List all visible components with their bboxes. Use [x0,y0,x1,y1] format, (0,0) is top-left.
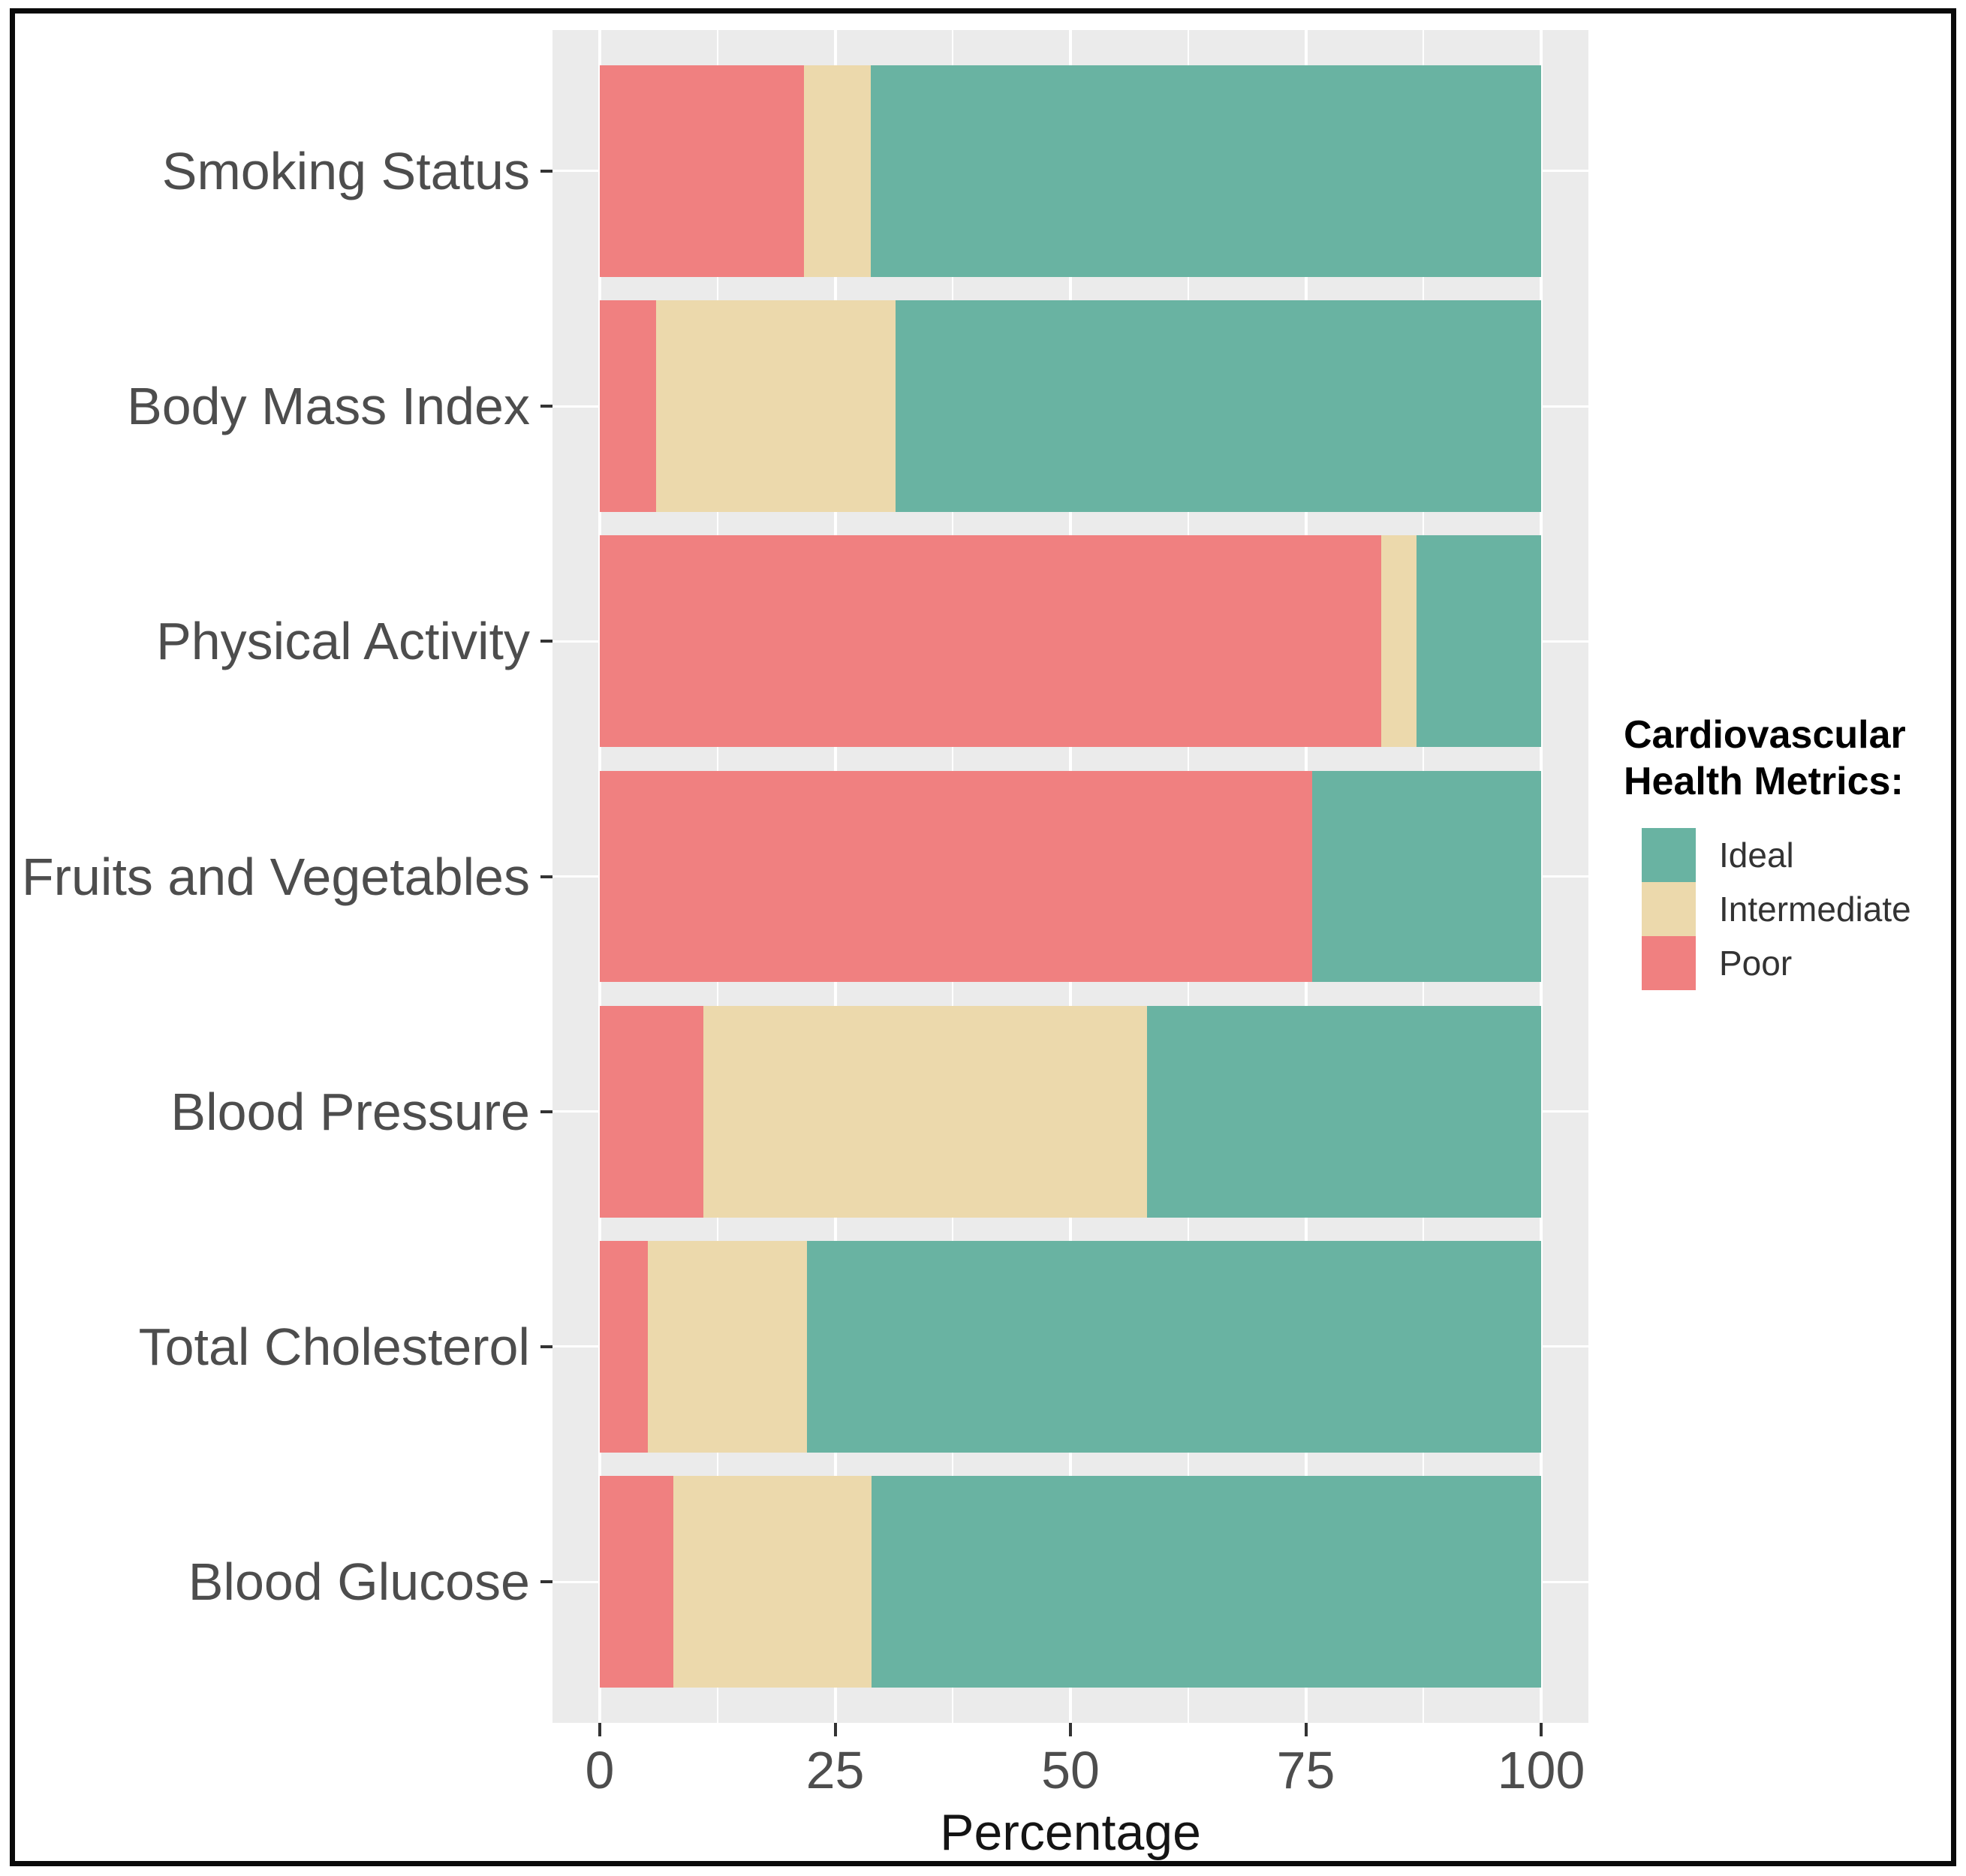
bar-body-mass-index [600,300,1541,513]
legend-title: Cardiovascular Health Metrics: [1624,712,1911,805]
bar-segment-intermediate [656,300,896,513]
y-tick-mark [540,875,552,878]
bar-physical-activity [600,535,1541,748]
legend-entry-intermediate: Intermediate [1624,882,1911,936]
x-axis-title: Percentage [940,1804,1201,1861]
x-tick-label-25: 25 [805,1741,865,1799]
bar-segment-ideal [895,300,1541,513]
y-axis-label-blood-glucose: Blood Glucose [188,1552,530,1612]
bar-fruits-and-vegetables [600,770,1541,983]
bar-segment-intermediate [1380,535,1417,748]
y-axis-label-total-cholesterol: Total Cholesterol [138,1317,530,1376]
y-tick-mark [540,405,552,408]
bar-segment-intermediate [804,65,872,277]
legend-swatch-intermediate [1642,882,1696,936]
plot-panel [552,30,1588,1723]
bar-blood-pressure [600,1005,1541,1218]
y-axis-label-physical-activity: Physical Activity [156,612,530,671]
bar-blood-glucose [600,1476,1541,1688]
bar-segment-ideal [1417,535,1541,748]
x-tick-mark [1304,1723,1308,1736]
bar-segment-intermediate [703,1005,1147,1218]
y-tick-mark [540,1345,552,1348]
bar-segment-ideal [872,1476,1541,1688]
legend-entry-poor: Poor [1624,936,1911,990]
legend-label-poor: Poor [1719,944,1793,983]
legend-keys: Ideal Intermediate Poor [1624,828,1911,990]
legend-label-intermediate: Intermediate [1719,890,1911,929]
bar-segment-ideal [1312,770,1541,983]
x-tick-mark [598,1723,601,1736]
x-tick-label-75: 75 [1276,1741,1335,1799]
bar-segment-poor [600,65,805,277]
x-tick-label-0: 0 [585,1741,615,1799]
bar-segment-ideal [871,65,1541,277]
legend-swatch-ideal [1642,828,1696,882]
bar-segment-intermediate [673,1476,872,1688]
bar-total-cholesterol [600,1240,1541,1453]
y-axis-label-blood-pressure: Blood Pressure [170,1082,530,1141]
y-tick-mark [540,640,552,643]
bar-segment-poor [600,1240,648,1453]
legend-title-line: Health Metrics: [1624,760,1904,803]
y-tick-mark [540,169,552,173]
x-tick-mark [1069,1723,1072,1736]
bar-segment-poor [600,300,657,513]
bar-segment-poor [600,1476,673,1688]
y-tick-mark [540,1110,552,1113]
legend: Cardiovascular Health Metrics: Ideal Inter… [1624,712,1911,990]
legend-entry-ideal: Ideal [1624,828,1911,882]
x-tick-mark [833,1723,837,1736]
legend-title-line: Cardiovascular [1624,713,1906,757]
bar-smoking-status [600,65,1541,277]
bar-segment-intermediate [647,1240,807,1453]
bar-segment-poor [600,535,1381,748]
bar-segment-ideal [1146,1005,1541,1218]
x-tick-label-50: 50 [1041,1741,1100,1799]
x-tick-mark [1540,1723,1543,1736]
y-axis-label-fruits-and-vegetables: Fruits and Vegetables [21,847,530,906]
legend-swatch-poor [1642,936,1696,990]
bar-segment-poor [600,770,1313,983]
y-axis-label-body-mass-index: Body Mass Index [127,377,530,436]
bar-segment-ideal [806,1240,1541,1453]
legend-label-ideal: Ideal [1719,836,1794,875]
y-tick-mark [540,1580,552,1584]
bar-segment-poor [600,1005,703,1218]
x-tick-label-100: 100 [1497,1741,1585,1799]
y-axis-label-smoking-status: Smoking Status [161,141,530,200]
